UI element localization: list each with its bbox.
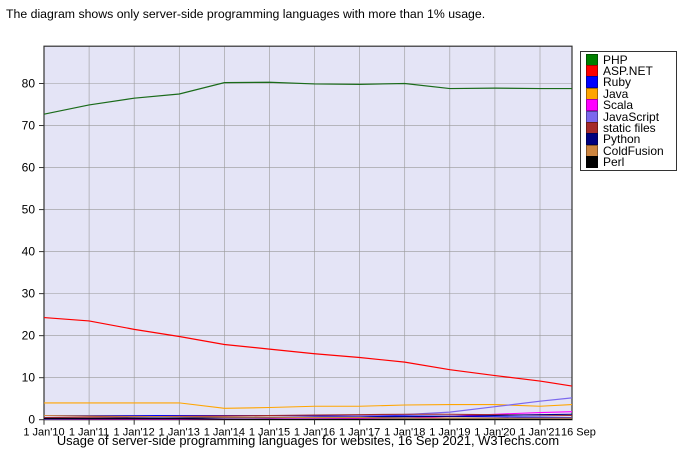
svg-text:1 Jan'17: 1 Jan'17 (339, 427, 380, 439)
svg-text:10: 10 (22, 371, 36, 385)
svg-text:1 Jan'19: 1 Jan'19 (429, 427, 470, 439)
svg-text:70: 70 (22, 119, 36, 133)
svg-text:80: 80 (22, 77, 36, 91)
svg-text:1 Jan'18: 1 Jan'18 (384, 427, 425, 439)
svg-text:60: 60 (22, 161, 36, 175)
svg-text:20: 20 (22, 329, 36, 343)
svg-text:1 Jan'10: 1 Jan'10 (23, 427, 64, 439)
svg-text:1 Jan'14: 1 Jan'14 (204, 427, 245, 439)
svg-text:16 Sep: 16 Sep (561, 427, 596, 439)
svg-text:1 Jan'20: 1 Jan'20 (474, 427, 515, 439)
svg-text:1 Jan'21: 1 Jan'21 (519, 427, 560, 439)
svg-text:1 Jan'11: 1 Jan'11 (69, 427, 109, 439)
svg-text:0: 0 (28, 413, 35, 427)
svg-text:30: 30 (22, 287, 36, 301)
svg-text:40: 40 (22, 245, 36, 259)
svg-text:1 Jan'15: 1 Jan'15 (249, 427, 290, 439)
svg-text:1 Jan'12: 1 Jan'12 (114, 427, 155, 439)
svg-text:1 Jan'13: 1 Jan'13 (159, 427, 200, 439)
svg-text:1 Jan'16: 1 Jan'16 (294, 427, 335, 439)
svg-text:50: 50 (22, 203, 36, 217)
